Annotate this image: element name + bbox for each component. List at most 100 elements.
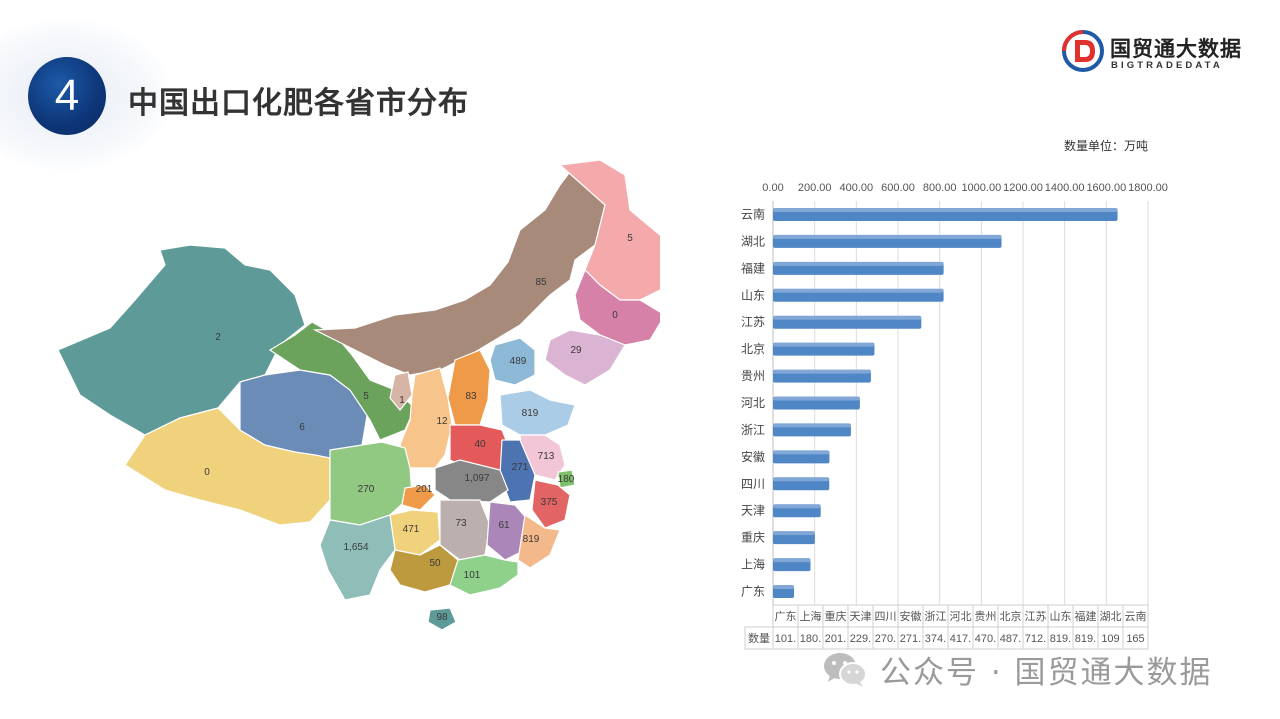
data-table-header: 福建 (1075, 609, 1097, 623)
map-value-label: 270 (358, 484, 375, 495)
map-value-label: 713 (538, 451, 555, 462)
x-tick-label: 1400.00 (1045, 182, 1085, 194)
bar-chart: 0.00 200.00 400.00 600.00 800.00 1000.00 1200.… (741, 182, 1168, 650)
wechat-icon (824, 653, 867, 687)
bar-highlight (773, 369, 871, 374)
data-table-cell: 109 (1101, 633, 1119, 645)
data-table-header: 天津 (850, 610, 872, 623)
bar (773, 288, 944, 302)
map-region (434, 459, 509, 503)
y-category-label: 北京 (741, 342, 765, 356)
y-category-label: 广东 (741, 585, 765, 599)
x-tick-label: 1600.00 (1086, 182, 1126, 194)
unit-label: 数量单位：万吨 (1064, 139, 1149, 153)
map-value-label: 201 (416, 484, 433, 495)
map-value-label: 1,654 (343, 542, 368, 553)
y-category-label: 福建 (741, 260, 765, 275)
map-region (489, 337, 536, 386)
data-table-row-label: 数量 (748, 632, 770, 645)
map-value-label: 0 (612, 310, 618, 321)
y-category-label: 湖北 (741, 233, 765, 248)
x-tick-label: 0.00 (762, 182, 783, 194)
x-tick-label: 600.00 (881, 182, 915, 194)
y-category-label: 浙江 (741, 423, 765, 437)
data-table-cell: 470. (975, 633, 996, 645)
map-region (401, 484, 436, 511)
data-table-header: 浙江 (925, 610, 947, 623)
bar-highlight (773, 423, 851, 428)
data-table-header: 江苏 (1025, 610, 1047, 623)
section-number-badge: 4 (28, 57, 106, 135)
bar-highlight (773, 342, 875, 347)
data-table-header: 上海 (800, 609, 822, 623)
x-tick-label: 200.00 (798, 182, 832, 194)
map-region (531, 479, 571, 529)
map-region (574, 268, 660, 346)
x-tick-label: 1800.00 (1128, 182, 1168, 194)
bar (773, 315, 922, 329)
bar (773, 531, 815, 545)
page-title: 中国出口化肥各省市分布 (128, 86, 469, 121)
brand-subtitle: BIGTRADEDATA (1111, 60, 1223, 71)
bar-highlight (773, 531, 815, 536)
y-category-label: 重庆 (741, 531, 765, 545)
x-tick-label: 1200.00 (1003, 182, 1043, 194)
y-category-label: 江苏 (741, 315, 765, 329)
y-category-label: 安徽 (741, 449, 765, 464)
y-category-label: 云南 (741, 206, 765, 221)
bar-highlight (773, 315, 922, 320)
map-value-label: 101 (464, 570, 481, 581)
data-table-cell: 712. (1025, 633, 1046, 645)
brand-name: 国贸通大数据 (1110, 37, 1242, 61)
bar (773, 585, 795, 599)
data-table-cell: 374. (925, 633, 946, 645)
footer-text: 公众号 · 国贸通大数据 (880, 654, 1213, 691)
map-value-label: 6 (299, 422, 305, 433)
data-table-cell: 229. (850, 633, 871, 645)
map-region (319, 514, 396, 601)
data-table-header: 广东 (775, 610, 797, 623)
data-table-cell: 201. (825, 633, 846, 645)
map-value-label: 180 (558, 474, 575, 485)
bar-highlight (773, 234, 1002, 239)
data-table-cell: 180. (800, 633, 821, 645)
footer: 公众号 · 国贸通大数据 (822, 647, 1213, 691)
map-region (427, 607, 457, 631)
bar-highlight (773, 288, 944, 293)
map-region (544, 329, 626, 386)
map-region (557, 469, 576, 489)
data-table-header: 山东 (1050, 610, 1072, 623)
y-category-label: 山东 (741, 288, 765, 302)
bar-highlight (773, 207, 1118, 212)
bar (773, 423, 851, 437)
data-table-cell: 819. (1075, 633, 1096, 645)
bar (773, 450, 830, 464)
brand-logo-icon (1062, 30, 1104, 72)
data-table-header: 北京 (1000, 609, 1022, 623)
data-table-cell: 487. (1000, 633, 1021, 645)
bar-highlight (773, 585, 795, 590)
bar (773, 342, 875, 356)
map-value-label: 98 (436, 612, 448, 623)
china-province-map: 206585502911283489819407132711801,097375… (57, 159, 660, 631)
map-value-label: 73 (455, 518, 467, 529)
map-region (517, 513, 561, 569)
map-region (389, 371, 413, 411)
map-value-label: 5 (627, 233, 633, 244)
map-region (558, 159, 660, 301)
data-table-header: 湖北 (1100, 610, 1122, 623)
map-value-label: 29 (570, 345, 582, 356)
y-category-label: 贵州 (741, 369, 765, 383)
x-tick-label: 800.00 (923, 182, 957, 194)
bar (773, 558, 811, 572)
map-value-label: 1,097 (464, 473, 489, 484)
map-value-label: 12 (436, 416, 448, 427)
map-value-label: 50 (429, 558, 441, 569)
map-value-label: 83 (465, 391, 477, 402)
bar (773, 504, 821, 518)
map-value-label: 271 (512, 462, 529, 473)
y-category-label: 天津 (741, 504, 765, 518)
map-value-label: 40 (474, 439, 486, 450)
bar (773, 207, 1118, 221)
map-value-label: 61 (498, 520, 510, 531)
